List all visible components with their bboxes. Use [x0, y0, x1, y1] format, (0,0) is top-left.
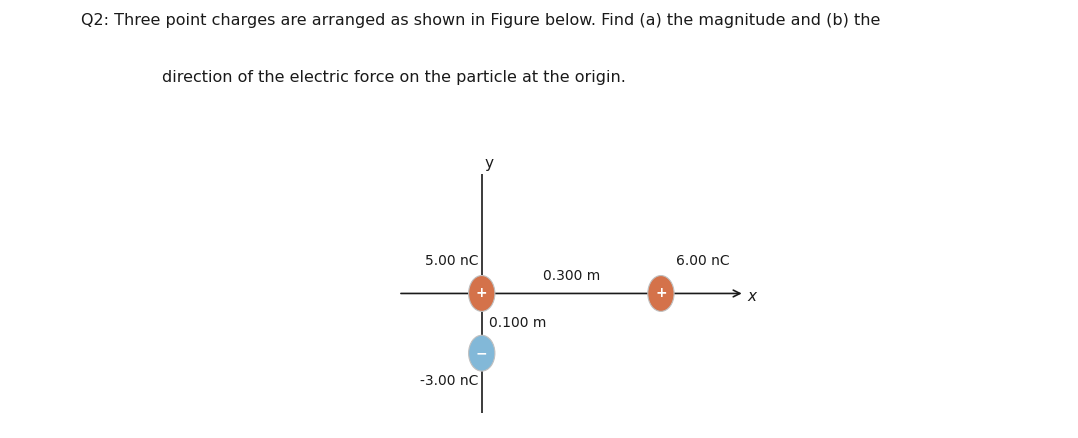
Text: Q2: Three point charges are arranged as shown in Figure below. Find (a) the magn: Q2: Three point charges are arranged as … [81, 13, 881, 28]
Text: −: − [475, 346, 487, 360]
Text: 6.00 nC: 6.00 nC [676, 254, 730, 268]
Text: 0.300 m: 0.300 m [542, 268, 600, 283]
Text: +: + [655, 286, 667, 300]
Text: 0.100 m: 0.100 m [489, 316, 547, 330]
Text: direction of the electric force on the particle at the origin.: direction of the electric force on the p… [162, 70, 625, 85]
Ellipse shape [648, 276, 674, 311]
Ellipse shape [469, 276, 495, 311]
Text: 5.00 nC: 5.00 nC [425, 254, 479, 268]
Ellipse shape [469, 335, 495, 371]
Text: -3.00 nC: -3.00 nC [420, 374, 479, 388]
Text: +: + [475, 286, 487, 300]
Text: y: y [485, 156, 494, 171]
Text: x: x [747, 289, 757, 304]
